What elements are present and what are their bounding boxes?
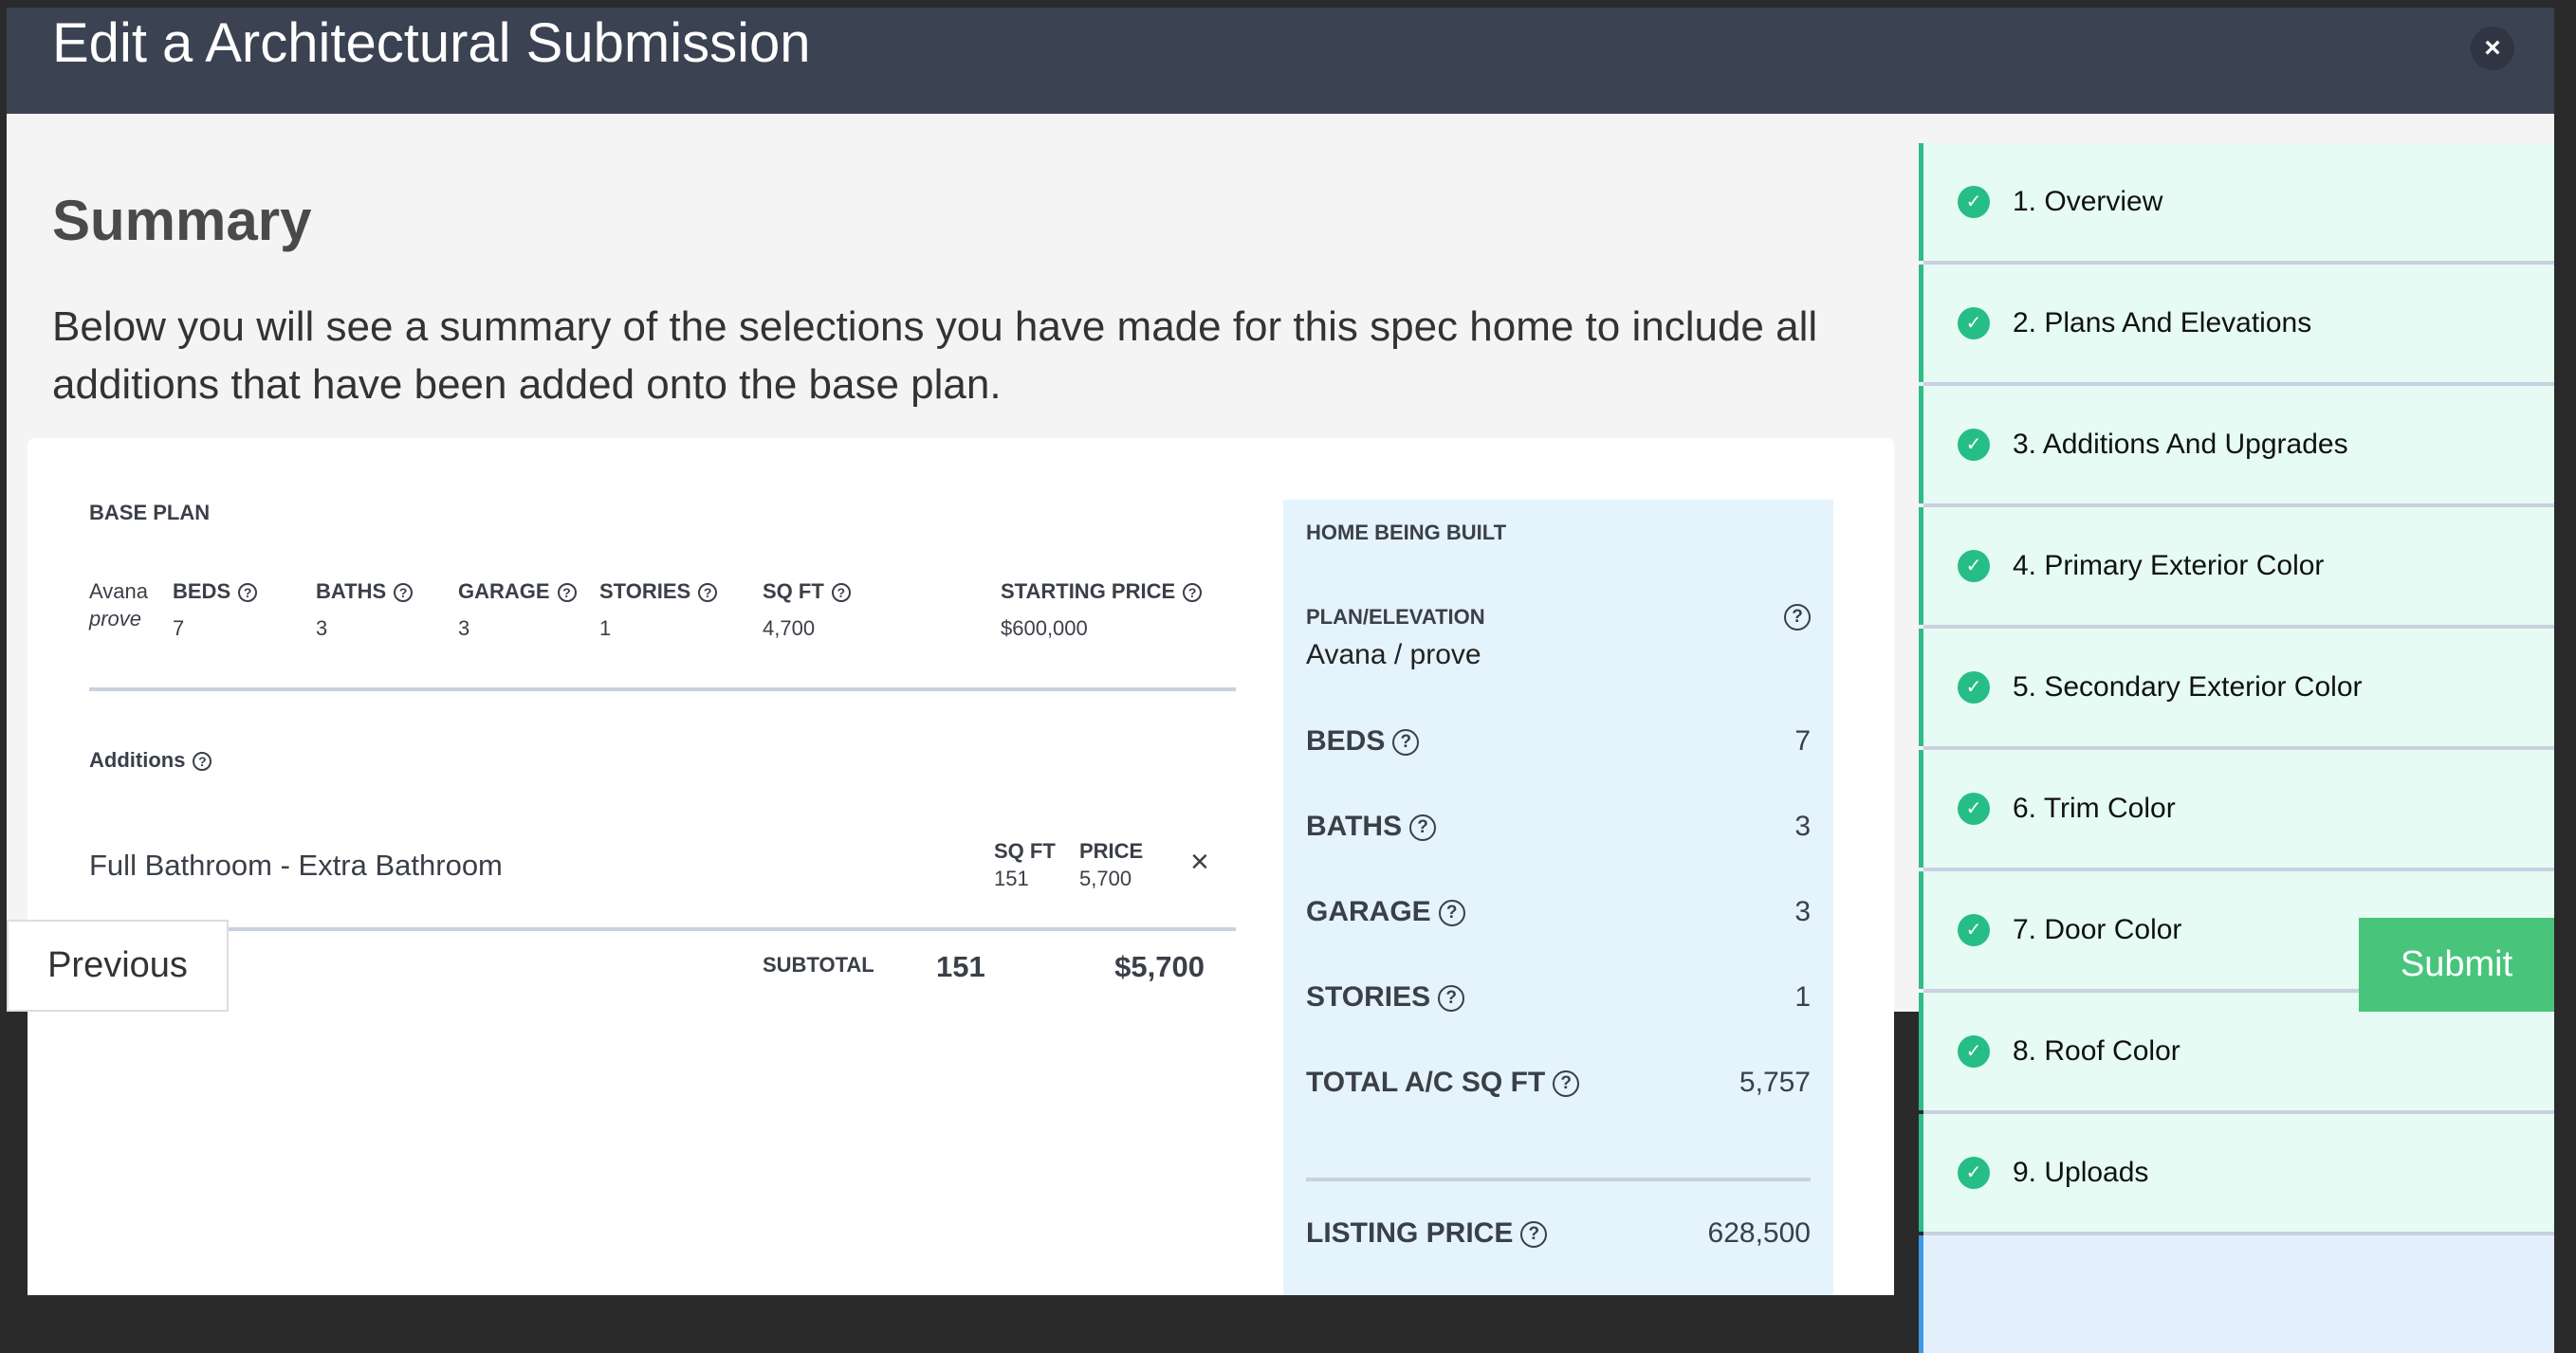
step-label: 2. Plans And Elevations xyxy=(2013,307,2312,338)
modal-title: Edit a Architectural Submission xyxy=(52,12,811,74)
addition-price: 5,700 xyxy=(1079,867,1132,890)
addition-name: Full Bathroom - Extra Bathroom xyxy=(89,849,503,882)
check-circle-icon: ✓ xyxy=(1958,307,1990,339)
additions-label: Additions? xyxy=(89,748,212,773)
addition-sqft-label: SQ FT xyxy=(994,839,1056,863)
step-item[interactable]: ✓ 4. Primary Exterior Color xyxy=(1919,507,2554,629)
step-item[interactable]: ✓ 6. Trim Color xyxy=(1919,750,2554,871)
check-circle-icon: ✓ xyxy=(1958,793,1990,825)
check-circle-icon: ✓ xyxy=(1958,1035,1990,1068)
divider xyxy=(1306,1178,1811,1181)
home-row: BEDS? 7 xyxy=(1306,725,1811,757)
help-icon[interactable]: ? xyxy=(1784,604,1811,631)
previous-button[interactable]: Previous xyxy=(7,920,229,1012)
step-label: 5. Secondary Exterior Color xyxy=(2013,671,2363,703)
subtotal-price: $5,700 xyxy=(1114,950,1205,983)
column-header: SQ FT? xyxy=(763,579,851,604)
help-icon[interactable]: ? xyxy=(1553,1070,1580,1098)
addition-sqft: 151 xyxy=(994,867,1029,890)
home-row: STORIES? 1 xyxy=(1306,981,1811,1013)
home-label: HOME BEING BUILT xyxy=(1306,521,1507,544)
submit-button[interactable]: Submit xyxy=(2359,918,2554,1012)
column-header: BATHS? xyxy=(316,579,414,604)
steps-sidebar: ✓ 1. Overview ✓ 2. Plans And Elevations ✓ 3. … xyxy=(1919,143,2554,1353)
column-value: 3 xyxy=(458,616,470,640)
step-label: 6. Trim Color xyxy=(2013,793,2176,824)
help-icon[interactable]: ? xyxy=(1392,729,1420,757)
elevation-name: prove xyxy=(89,607,142,631)
help-icon[interactable]: ? xyxy=(394,583,414,603)
help-icon[interactable]: ? xyxy=(1520,1221,1548,1249)
check-circle-icon: ✓ xyxy=(1958,186,1990,218)
column-value: 3 xyxy=(316,616,328,640)
column-value: 7 xyxy=(173,616,185,640)
step-item[interactable]: ✓ 2. Plans And Elevations xyxy=(1919,265,2554,386)
help-icon[interactable]: ? xyxy=(831,583,851,603)
check-circle-icon: ✓ xyxy=(1958,429,1990,461)
check-circle-icon: ✓ xyxy=(1958,671,1990,704)
column-header: STARTING PRICE? xyxy=(1001,579,1203,604)
help-icon[interactable]: ? xyxy=(1183,583,1203,603)
step-item[interactable]: ✓ 5. Secondary Exterior Color xyxy=(1919,629,2554,750)
home-row: TOTAL A/C SQ FT? 5,757 xyxy=(1306,1067,1811,1098)
help-icon[interactable]: ? xyxy=(1438,900,1465,927)
step-item[interactable]: ✓ 8. Roof Color xyxy=(1919,993,2554,1114)
home-row: BATHS? 3 xyxy=(1306,811,1811,842)
divider xyxy=(89,687,1236,691)
step-label: 9. Uploads xyxy=(2013,1157,2149,1188)
remove-addition-icon[interactable]: × xyxy=(1190,844,1209,880)
subtotal-sqft: 151 xyxy=(936,950,985,983)
help-icon[interactable]: ? xyxy=(238,583,258,603)
step-label: 3. Additions And Upgrades xyxy=(2013,429,2348,460)
step-item[interactable]: ✓ 1. Overview xyxy=(1919,143,2554,265)
help-icon[interactable]: ? xyxy=(1438,985,1465,1013)
column-value: $600,000 xyxy=(1001,616,1088,640)
step-item[interactable]: ✓ 9. Uploads xyxy=(1919,1114,2554,1235)
plan-name: Avana xyxy=(89,579,148,603)
subtotal-label: SUBTOTAL xyxy=(763,953,874,977)
intro-text: Below you will see a summary of the sele… xyxy=(52,303,1818,408)
step-label: 7. Door Color xyxy=(2013,914,2182,945)
step-label: 8. Roof Color xyxy=(2013,1035,2180,1067)
plan-elevation-value: Avana / prove xyxy=(1306,639,1481,670)
help-icon[interactable]: ? xyxy=(193,752,212,772)
plan-elevation-label: PLAN/ELEVATION? xyxy=(1306,604,1811,631)
help-icon[interactable]: ? xyxy=(698,583,718,603)
close-icon[interactable]: × xyxy=(2471,27,2514,70)
modal-header: Edit a Architectural Submission × xyxy=(7,8,2554,114)
home-row: GARAGE? 3 xyxy=(1306,896,1811,927)
page-title: Summary xyxy=(52,189,312,252)
divider xyxy=(89,927,1236,931)
check-circle-icon: ✓ xyxy=(1958,550,1990,582)
check-circle-icon: ✓ xyxy=(1958,1157,1990,1189)
step-item[interactable]: ✓ 3. Additions And Upgrades xyxy=(1919,386,2554,507)
step-item-current[interactable] xyxy=(1919,1235,2554,1353)
column-value: 1 xyxy=(599,616,612,640)
column-header: BEDS? xyxy=(173,579,258,604)
help-icon[interactable]: ? xyxy=(1409,814,1437,842)
addition-price-label: PRICE xyxy=(1079,839,1144,863)
listing-price-row: LISTING PRICE? 628,500 xyxy=(1306,1217,1811,1249)
base-plan-label: BASE PLAN xyxy=(89,501,211,524)
check-circle-icon: ✓ xyxy=(1958,914,1990,946)
column-header: GARAGE? xyxy=(458,579,577,604)
step-label: 1. Overview xyxy=(2013,186,2163,217)
column-header: STORIES? xyxy=(599,579,718,604)
home-being-built-panel: HOME BEING BUILT PLAN/ELEVATION? Avana /… xyxy=(1283,500,1833,1295)
column-value: 4,700 xyxy=(763,616,816,640)
step-label: 4. Primary Exterior Color xyxy=(2013,550,2325,581)
help-icon[interactable]: ? xyxy=(557,583,577,603)
